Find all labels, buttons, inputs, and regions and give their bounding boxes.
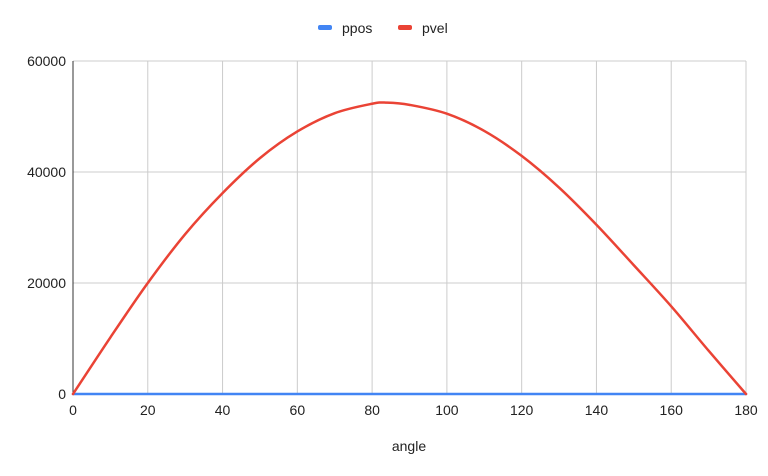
tick-labels: 0 20 40 60 80 100 120 140 160 180 0 20000 40000 60000 (27, 53, 758, 418)
x-tick-label: 120 (510, 402, 534, 418)
y-tick-label: 0 (58, 386, 66, 402)
x-tick-label: 160 (660, 402, 684, 418)
x-tick-label: 0 (69, 402, 77, 418)
series-lines (71, 101, 748, 396)
series-line-pvel (71, 101, 748, 396)
y-tick-label: 60000 (27, 53, 66, 69)
grid (72, 60, 747, 395)
legend-swatch-ppos (318, 25, 332, 30)
x-tick-label: 140 (585, 402, 609, 418)
legend-label-pvel: pvel (422, 20, 448, 36)
x-tick-label: 60 (290, 402, 306, 418)
x-tick-label: 20 (140, 402, 156, 418)
x-tick-label: 180 (734, 402, 758, 418)
y-tick-label: 20000 (27, 275, 66, 291)
x-tick-label: 80 (364, 402, 380, 418)
legend-label-ppos: ppos (342, 20, 372, 36)
x-axis-title: angle (392, 438, 426, 454)
y-tick-label: 40000 (27, 164, 66, 180)
x-tick-label: 40 (215, 402, 231, 418)
legend-swatch-pvel (398, 25, 412, 30)
x-tick-label: 100 (435, 402, 459, 418)
legend: ppos pvel (318, 20, 448, 36)
